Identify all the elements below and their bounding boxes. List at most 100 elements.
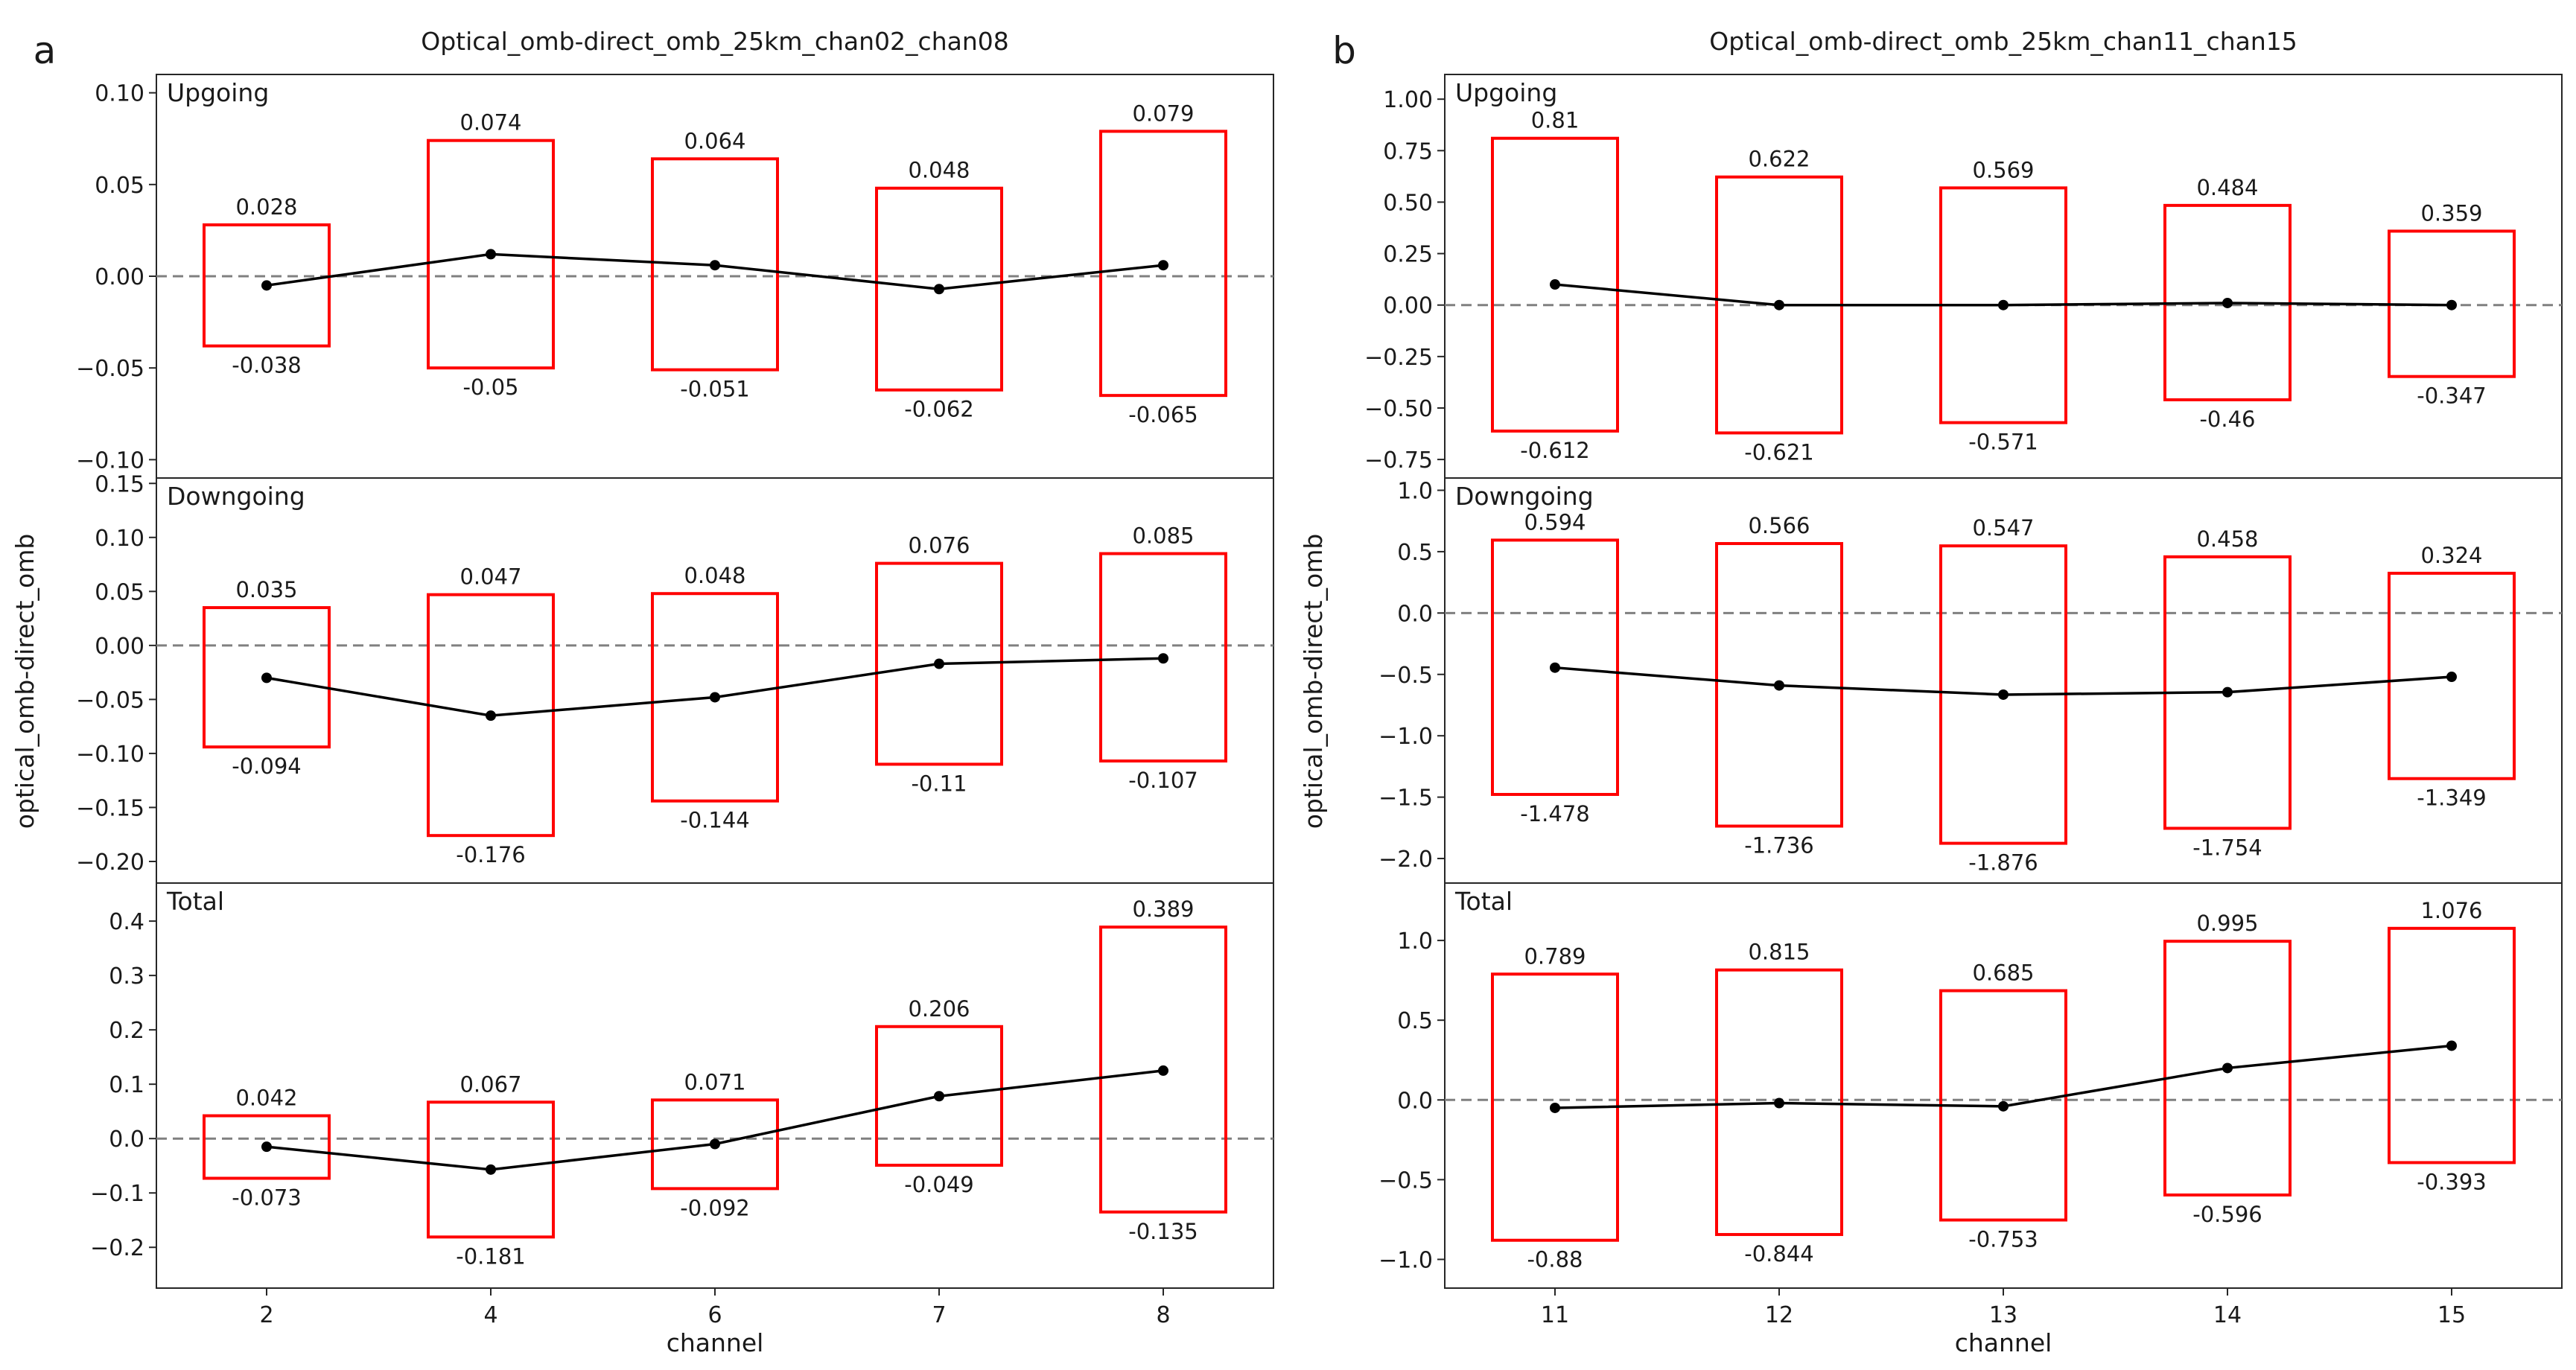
upper-value-label: 0.074 [459, 110, 521, 136]
mean-point [261, 672, 272, 684]
panel-a: a Optical_omb-direct_omb_25km_chan02_chan… [10, 27, 1274, 1357]
lower-value-label: -1.754 [2192, 835, 2262, 860]
y-tick-label: −1.0 [1378, 1247, 1433, 1273]
x-tick-label: 12 [1765, 1302, 1793, 1328]
y-tick-label: −0.25 [1364, 345, 1433, 371]
mean-point [934, 658, 944, 669]
upper-value-label: 0.995 [2196, 911, 2258, 936]
y-tick-label: −0.15 [76, 795, 144, 821]
upper-value-label: 0.547 [1972, 515, 2034, 541]
range-box [875, 561, 1003, 766]
upper-value-label: 0.085 [1132, 523, 1194, 549]
upper-value-label: 0.789 [1524, 943, 1586, 969]
upper-value-label: 0.81 [1531, 108, 1580, 133]
y-tick-label: 0.10 [95, 526, 144, 552]
upper-value-label: 0.569 [1972, 157, 2034, 182]
y-tick-label: −1.5 [1378, 786, 1433, 812]
upper-value-label: 0.047 [459, 564, 521, 590]
y-tick-label: 0.25 [1383, 242, 1433, 268]
lower-value-label: -0.571 [1968, 430, 2038, 455]
upper-value-label: 0.815 [1748, 940, 1810, 965]
mean-point [1158, 260, 1168, 271]
y-tick-label: 1.00 [1383, 87, 1433, 113]
lower-value-label: -0.612 [1520, 438, 1590, 463]
x-tick-label: 11 [1541, 1302, 1569, 1328]
lower-value-label: -0.094 [232, 754, 302, 779]
y-tick-label: 0.0 [1397, 601, 1433, 627]
x-tick-label: 13 [1989, 1302, 2017, 1328]
y-tick-label: 1.0 [1397, 928, 1433, 955]
y-tick-label: −0.2 [90, 1235, 144, 1261]
y-tick-label: 0.2 [109, 1018, 144, 1044]
lower-value-label: -0.092 [680, 1195, 750, 1220]
mean-point [710, 260, 720, 271]
mean-point [2446, 672, 2457, 683]
range-box [1491, 538, 1619, 796]
subplot-total: −0.2 −0.1 0.0 0.1 0.2 0.3 0.4 Total 0.042 -0.073 0… [90, 882, 1274, 1328]
mean-point [1158, 1065, 1168, 1076]
lower-value-label: -0.621 [1744, 439, 1814, 465]
subplot-label: Downgoing [1455, 482, 1594, 511]
lower-value-label: -0.393 [2417, 1169, 2487, 1194]
upper-value-label: 0.042 [235, 1086, 297, 1111]
x-tick-label: 2 [259, 1302, 273, 1328]
x-tick-label: 7 [932, 1302, 946, 1328]
y-tick-label: 0.50 [1383, 190, 1433, 216]
lower-value-label: -0.144 [680, 808, 750, 833]
lower-value-label: -0.176 [456, 842, 526, 867]
panel-title: Optical_omb-direct_omb_25km_chan02_chan0… [421, 27, 1009, 56]
y-tick-label: 0.0 [109, 1127, 144, 1153]
y-tick-label: 0.3 [109, 963, 144, 990]
lower-value-label: -0.844 [1744, 1241, 1814, 1267]
lower-value-label: -1.876 [1968, 850, 2038, 876]
lower-value-label: -0.596 [2192, 1202, 2262, 1227]
y-tick-label: −0.75 [1364, 447, 1433, 474]
range-box [203, 223, 331, 348]
y-tick-label: −0.10 [76, 742, 144, 768]
mean-point [2222, 1062, 2233, 1074]
mean-point [1998, 1100, 2009, 1112]
upper-value-label: 0.389 [1132, 896, 1194, 922]
y-tick-label: 0.75 [1383, 138, 1433, 165]
range-box [427, 593, 555, 838]
lower-value-label: -0.753 [1968, 1227, 2038, 1252]
upper-value-label: 0.685 [1972, 960, 2034, 986]
y-tick-label: 0.5 [1397, 1008, 1433, 1034]
range-box [1099, 552, 1227, 763]
mean-point [1550, 662, 1560, 673]
subplot-total: −1.0 −0.5 0.0 0.5 1.0 Total 0.789 -0.88 0.815 -0.… [1378, 882, 2563, 1328]
subplot-upgoing: −0.75 −0.50 −0.25 0.00 0.25 0.50 0.75 1.00 Upgoi… [1364, 74, 2563, 479]
subplot-label: Total [1454, 887, 1513, 916]
mean-line [266, 657, 1164, 717]
y-tick-label: 0.00 [95, 264, 144, 290]
mean-point [486, 249, 496, 260]
panel-title: Optical_omb-direct_omb_25km_chan11_chan1… [1709, 27, 2297, 56]
y-tick-label: 0.0 [1397, 1088, 1433, 1114]
mean-point [1998, 299, 2009, 310]
lower-value-label: -0.11 [911, 771, 967, 796]
mean-point [1158, 653, 1168, 664]
mean-point [486, 710, 496, 721]
lower-value-label: -0.065 [1128, 402, 1198, 427]
y-axis-label: optical_omb-direct_omb [10, 534, 39, 829]
mean-point [1550, 279, 1560, 290]
subplot-downgoing: −0.20 −0.15 −0.10 −0.05 0.00 0.05 0.10 0.15 Down… [76, 471, 1274, 884]
panel-b: b Optical_omb-direct_omb_25km_chan11_chan… [1299, 27, 2563, 1357]
upper-value-label: 0.359 [2420, 200, 2482, 226]
x-tick-label: 4 [483, 1302, 497, 1328]
range-box [427, 1100, 555, 1239]
panel-letter: b [1332, 29, 1356, 72]
subplot-upgoing: −0.10 −0.05 0.00 0.05 0.10 Upgoing 0.028 -0.038… [76, 74, 1274, 479]
panel-letter: a [34, 29, 57, 72]
mean-point [1774, 680, 1784, 691]
mean-point [1774, 1097, 1784, 1109]
upper-value-label: 0.067 [459, 1071, 521, 1097]
range-box [651, 1098, 779, 1191]
mean-line [266, 252, 1164, 291]
x-tick-label: 6 [707, 1302, 722, 1328]
mean-point [934, 284, 944, 295]
range-box [651, 157, 779, 372]
range-box [1099, 130, 1227, 398]
lower-value-label: -0.181 [456, 1243, 526, 1269]
